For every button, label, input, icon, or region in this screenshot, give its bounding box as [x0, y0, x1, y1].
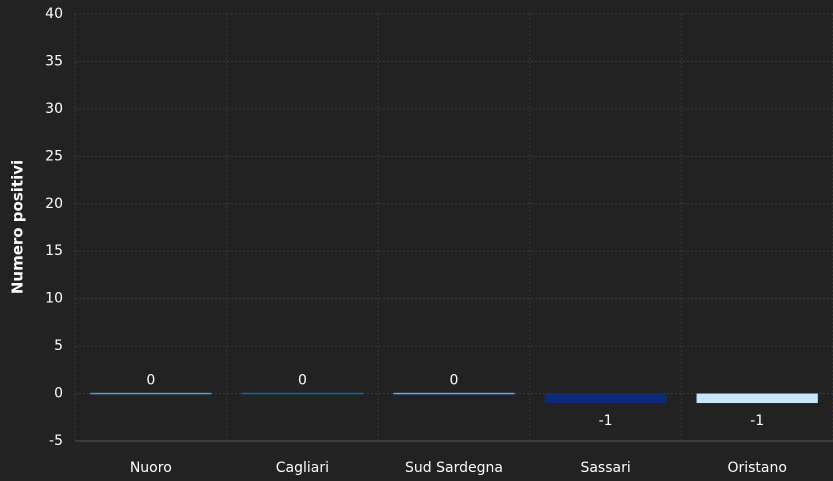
y-tick-label: 20 [45, 196, 63, 212]
data-label: 0 [146, 373, 155, 389]
bar [544, 393, 667, 404]
y-tick-label: 15 [45, 243, 63, 259]
x-tick-label: Sassari [580, 460, 630, 476]
y-tick-label: 25 [45, 148, 63, 164]
x-tick-label: Oristano [727, 460, 786, 476]
bar [241, 392, 364, 395]
data-label: 0 [450, 373, 459, 389]
bar [393, 392, 515, 395]
y-tick-label: 30 [45, 101, 63, 117]
x-tick-label: Cagliari [276, 460, 329, 476]
data-label: -1 [750, 413, 764, 429]
data-label: -1 [599, 413, 613, 429]
x-tick-label: Nuoro [130, 460, 172, 476]
y-tick-label: 5 [54, 338, 63, 354]
y-tick-label: 35 [45, 53, 63, 69]
data-label: 0 [298, 373, 307, 389]
y-axis-label: Numero positivi [9, 160, 27, 294]
y-tick-label: -5 [49, 433, 63, 449]
bar [90, 392, 212, 395]
y-tick-label: 40 [45, 6, 63, 22]
y-tick-label: 0 [54, 386, 63, 402]
bar [696, 393, 818, 404]
x-tick-label: Sud Sardegna [405, 460, 503, 476]
y-tick-label: 10 [45, 291, 63, 307]
